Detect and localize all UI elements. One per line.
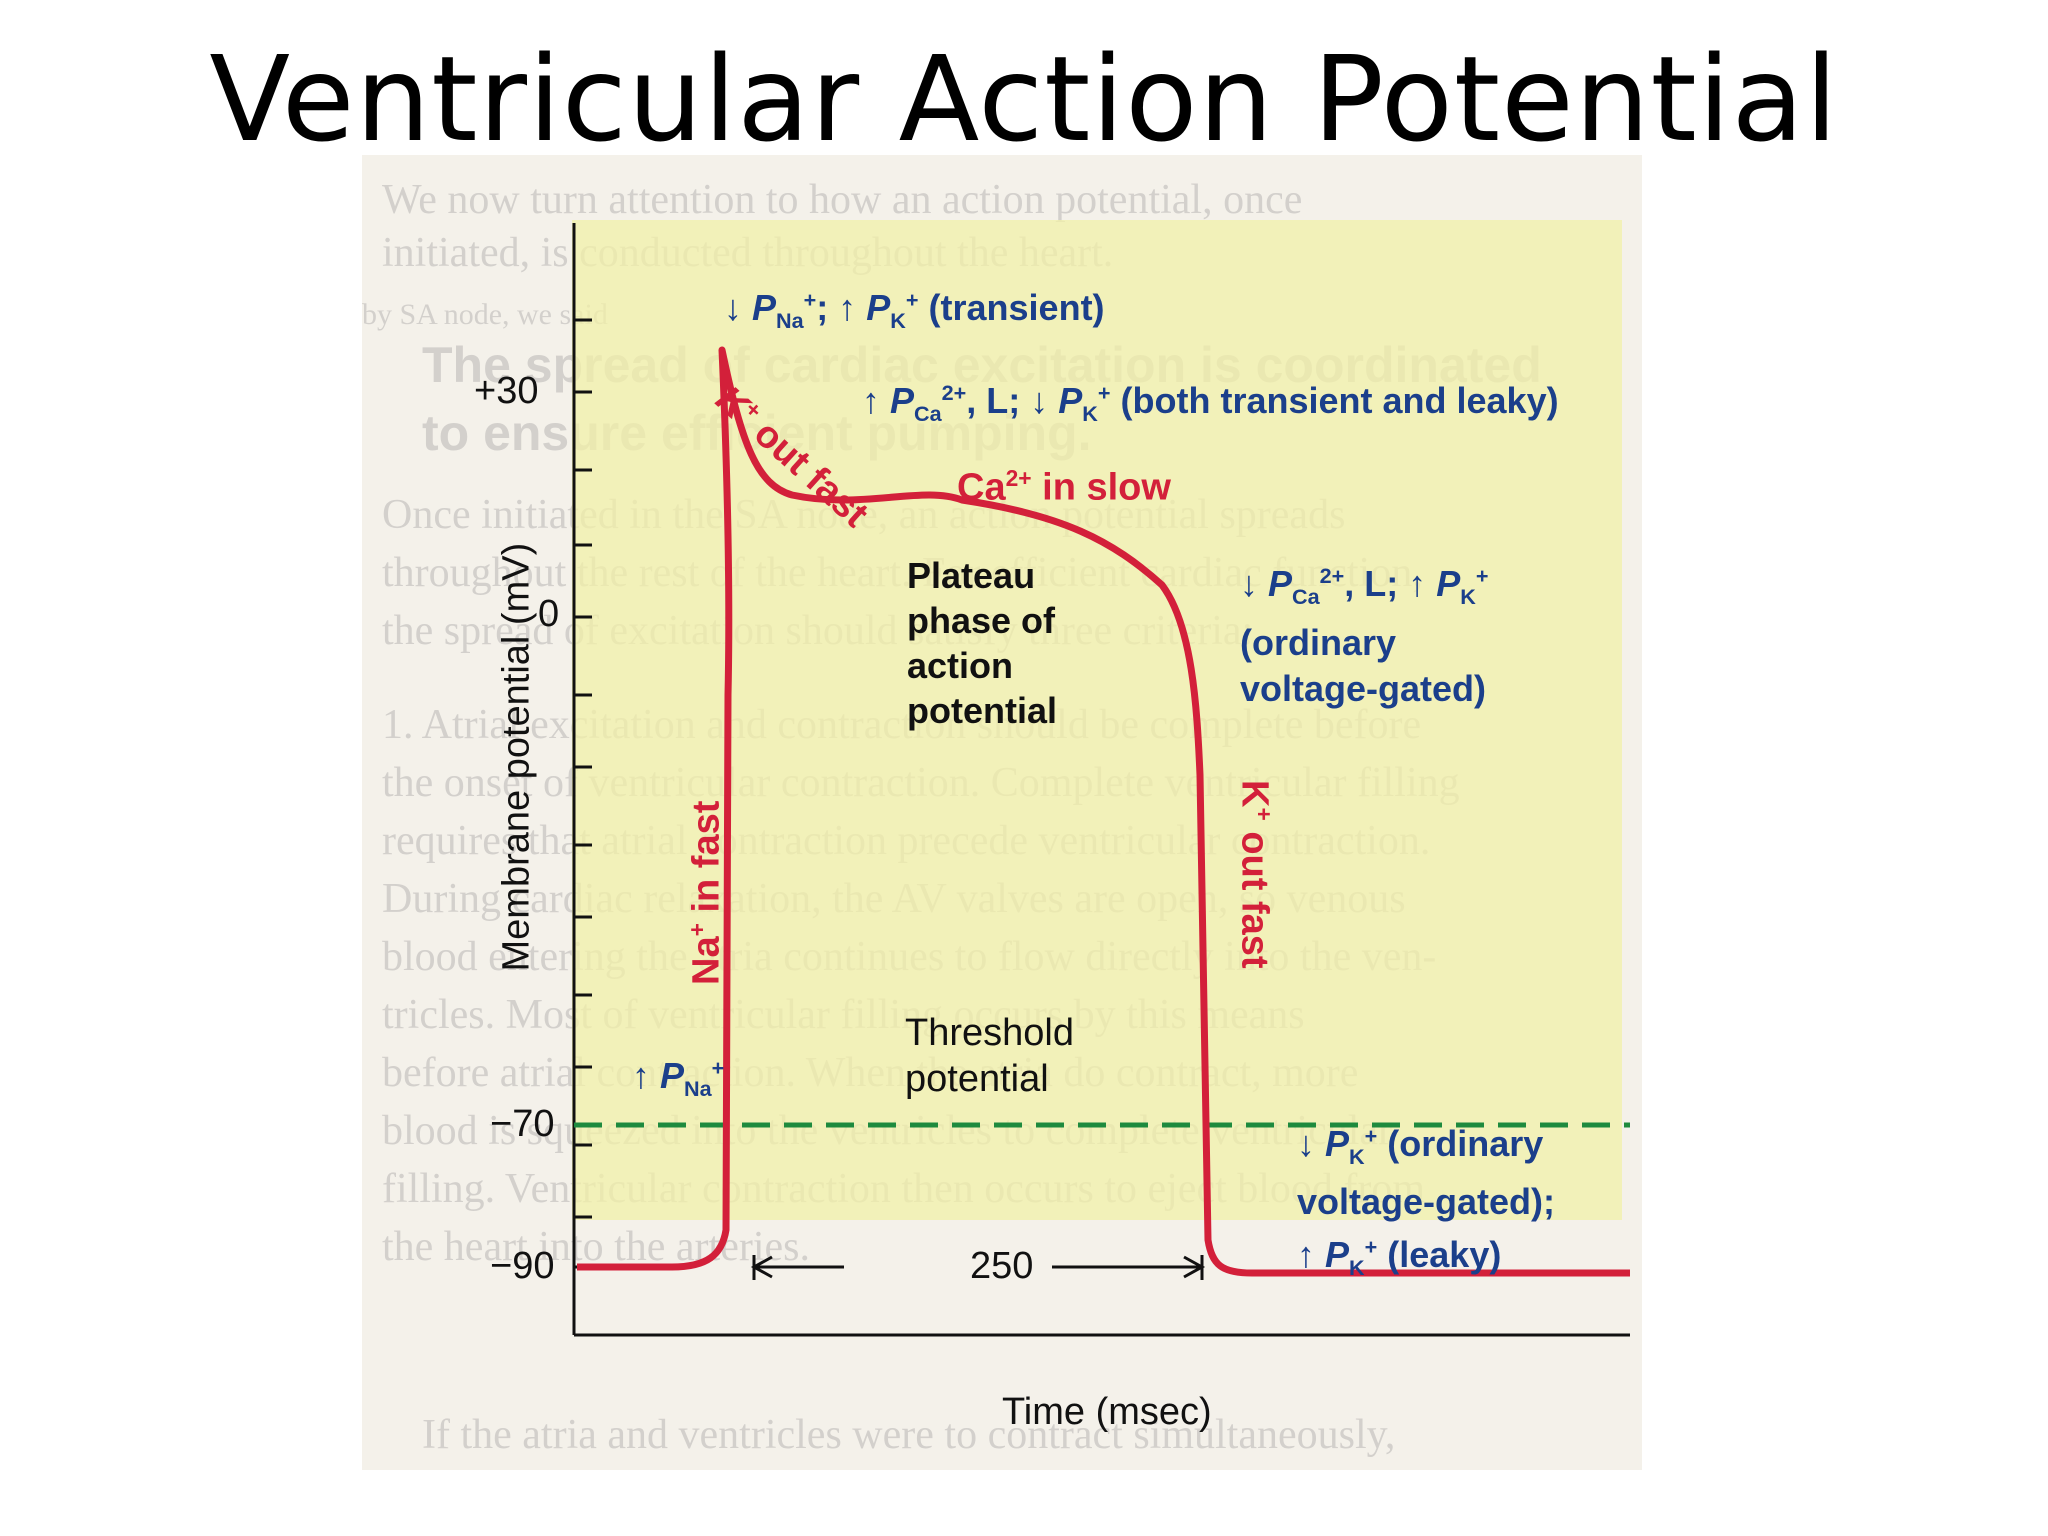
ion-sub: Ca xyxy=(1292,584,1320,610)
plot-svg xyxy=(572,220,1630,1337)
ion-sup: 2+ xyxy=(941,380,967,405)
perm-symbol: P xyxy=(1058,380,1083,421)
annotation-text: (both transient and leaky) xyxy=(1110,380,1559,421)
perm-symbol: P xyxy=(866,287,891,328)
y-ticks xyxy=(574,318,592,1269)
annotation-text: , L; xyxy=(966,380,1031,421)
repol-line1: ↓ PCa2+, L; ↑ PK+ xyxy=(1240,553,1489,620)
ion-sup: + xyxy=(803,287,817,312)
y-axis-label: Membrane potential (mV) xyxy=(495,542,538,972)
ca-in-slow-label: Ca2+ in slow xyxy=(957,465,1171,510)
ion-symbol: Na xyxy=(685,936,728,985)
annotation-text: , L; xyxy=(1344,563,1409,604)
ion-sup: + xyxy=(1475,563,1489,588)
ytick-minus90: −90 xyxy=(490,1245,555,1287)
up-arrow-icon: ↑ xyxy=(1408,563,1427,604)
action-potential-figure: We now turn attention to how an action p… xyxy=(362,155,1642,1470)
repolarization-permeability-annotation: ↓ PCa2+, L; ↑ PK+ (ordinary voltage-gate… xyxy=(1240,553,1489,712)
resting-permeability-annotation: ↓ PK+ (ordinary voltage-gated); ↑ PK+ (l… xyxy=(1297,1113,1555,1290)
perm-symbol: P xyxy=(1268,563,1293,604)
up-arrow-icon: ↑ xyxy=(632,1055,650,1096)
ion-sup: + xyxy=(711,1055,725,1080)
slide-title: Ventricular Action Potential xyxy=(209,30,1839,168)
flux-text: out fast xyxy=(1233,820,1276,969)
ion-sup: + xyxy=(684,923,710,937)
perm-symbol: P xyxy=(1325,1123,1350,1164)
perm-symbol: P xyxy=(890,380,915,421)
perm-symbol: P xyxy=(752,287,777,328)
ca-permeability-annotation: ↑ PCa2+, L; ↓ PK+ (both transient and le… xyxy=(862,380,1559,427)
k-out-fast-right-label: K+ out fast xyxy=(1232,780,1277,969)
ion-sub: Na xyxy=(776,308,804,334)
x-axis-label: Time (msec) xyxy=(1002,1391,1212,1433)
duration-label: 250 xyxy=(970,1245,1034,1287)
ion-sup: + xyxy=(1364,1234,1378,1260)
annotation-text: (transient) xyxy=(918,287,1105,328)
plateau-label-line2: phase of xyxy=(907,600,1056,641)
ion-symbol: Ca xyxy=(957,466,1006,509)
na-permeability-annotation: ↑ PNa+ xyxy=(632,1055,724,1102)
ion-sub: Na xyxy=(684,1076,712,1102)
flux-text: in slow xyxy=(1031,466,1171,509)
top-permeability-annotation: ↓ PNa+; ↑ PK+ (transient) xyxy=(724,287,1105,334)
repol-line2: (ordinary xyxy=(1240,622,1397,664)
plateau-label-line1: Plateau xyxy=(907,555,1036,596)
duration-bracket xyxy=(750,1255,1206,1280)
flux-text: in fast xyxy=(685,800,728,924)
ion-sup: + xyxy=(1097,380,1111,405)
ytick-minus70: −70 xyxy=(490,1103,555,1145)
rest-line1: ↓ PK+ (ordinary xyxy=(1297,1113,1555,1179)
ion-sub: K xyxy=(1460,584,1476,610)
threshold-label-line2: potential xyxy=(905,1058,1049,1100)
down-arrow-icon: ↓ xyxy=(1030,380,1049,421)
up-arrow-icon: ↑ xyxy=(862,380,880,421)
down-arrow-icon: ↓ xyxy=(1297,1123,1315,1164)
repol-line3: voltage-gated) xyxy=(1240,668,1487,710)
up-arrow-icon: ↑ xyxy=(1297,1234,1315,1276)
down-arrow-icon: ↓ xyxy=(724,287,742,328)
action-potential-trace xyxy=(577,346,1630,1277)
threshold-label-line1: Threshold xyxy=(905,1012,1074,1054)
ion-sub: K xyxy=(1082,401,1098,427)
ion-sub: K xyxy=(890,308,906,334)
na-in-fast-label: Na+ in fast xyxy=(684,801,729,985)
plateau-label-line3: action xyxy=(907,645,1014,686)
plot-highlight xyxy=(572,220,1622,1220)
perm-symbol: P xyxy=(1436,563,1461,604)
rest-line3: ↑ PK+ (leaky) xyxy=(1297,1224,1555,1290)
perm-symbol: P xyxy=(1325,1234,1350,1276)
ion-sub: K xyxy=(1349,1144,1365,1170)
plateau-label-line4: potential xyxy=(907,690,1057,731)
ion-sup: + xyxy=(1251,807,1277,821)
up-arrow-icon: ↑ xyxy=(838,287,857,328)
ion-sup: 2+ xyxy=(1005,465,1032,491)
ytick-plus30: +30 xyxy=(474,370,539,412)
ion-sup: + xyxy=(905,287,919,312)
ion-symbol: K xyxy=(1233,780,1276,808)
down-arrow-icon: ↓ xyxy=(1240,563,1258,604)
ion-sub: K xyxy=(1349,1255,1365,1281)
annotation-text: (ordinary xyxy=(1377,1123,1544,1164)
ion-sub: Ca xyxy=(914,401,942,427)
separator: ; xyxy=(816,287,839,328)
perm-symbol: P xyxy=(660,1055,685,1096)
rest-line2: voltage-gated); xyxy=(1297,1181,1556,1223)
annotation-text: (leaky) xyxy=(1377,1234,1502,1276)
ion-sup: + xyxy=(1364,1123,1378,1148)
ion-sup: 2+ xyxy=(1319,563,1345,588)
ytick-0: 0 xyxy=(538,593,560,635)
